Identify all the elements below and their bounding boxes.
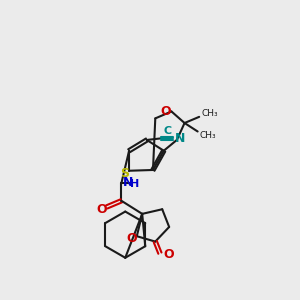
Text: CH₃: CH₃ xyxy=(200,131,217,140)
Text: N: N xyxy=(175,132,186,145)
Text: C: C xyxy=(164,127,172,136)
Text: H: H xyxy=(130,179,139,189)
Text: O: O xyxy=(97,203,107,216)
Text: O: O xyxy=(126,232,137,245)
Text: O: O xyxy=(164,248,174,261)
Text: N: N xyxy=(123,176,133,189)
Text: S: S xyxy=(120,167,129,180)
Text: O: O xyxy=(160,105,171,118)
Text: CH₃: CH₃ xyxy=(202,109,218,118)
